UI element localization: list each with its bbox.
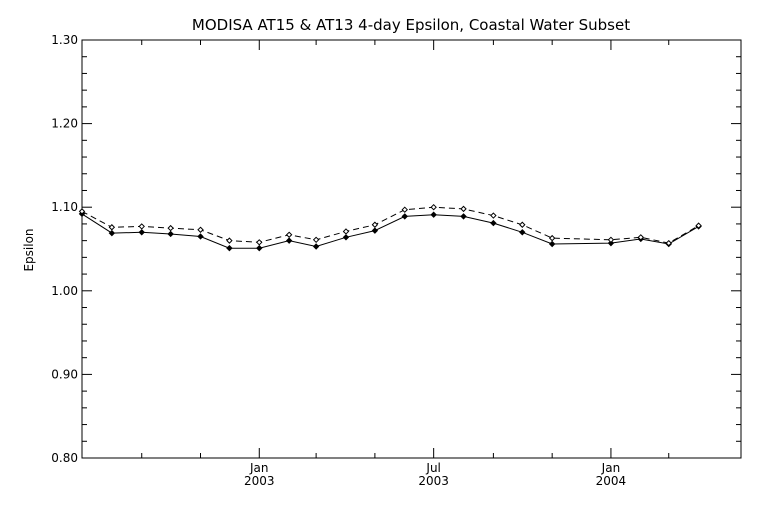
dashed-series-point (637, 234, 645, 241)
y-tick-label: 1.20 (51, 117, 78, 131)
solid-series-point (226, 244, 233, 252)
dashed-series-point (78, 208, 86, 215)
series-layer (78, 203, 702, 252)
solid-series-point (548, 240, 556, 248)
y-tick-label: 1.30 (51, 33, 78, 47)
dashed-series-point (519, 221, 526, 228)
x-tick-label-year: 2004 (596, 474, 627, 488)
dashed-series-point (256, 239, 263, 246)
plot-frame (81, 39, 742, 459)
solid-series-point (167, 230, 174, 238)
x-tick-label-month: Jan (249, 461, 269, 475)
dashed-series-point (138, 223, 145, 230)
dashed-series-point (197, 226, 204, 233)
axis-ticks (82, 39, 741, 459)
y-tick-label: 0.80 (51, 451, 78, 465)
solid-series-point (312, 243, 320, 250)
dashed-series-point (342, 228, 350, 235)
solid-series-point (342, 234, 350, 241)
dashed-series-line (81, 206, 699, 244)
dashed-series-point (460, 205, 467, 213)
x-tick-label-month: Jul (425, 461, 440, 475)
solid-series-point (460, 213, 467, 220)
y-tick-label: 1.00 (51, 284, 78, 298)
x-tick-label-month: Jan (601, 461, 621, 475)
solid-series-point (430, 211, 437, 218)
solid-series-point (108, 229, 116, 237)
dashed-series-point (548, 234, 556, 242)
dashed-series-point (695, 222, 702, 229)
y-tick-label: 0.90 (51, 367, 78, 381)
y-tick-label: 1.10 (51, 200, 78, 214)
dashed-series-point (312, 236, 320, 244)
dashed-series-point (401, 206, 408, 213)
solid-series-point (607, 239, 615, 247)
solid-series-point (371, 227, 379, 234)
dashed-series-point (607, 236, 615, 244)
x-tick-label-year: 2003 (244, 474, 275, 488)
solid-series-point (256, 244, 263, 252)
solid-series-point (519, 229, 526, 236)
dashed-series-point (430, 203, 437, 211)
solid-series-point (490, 219, 497, 227)
dashed-series-point (226, 237, 233, 244)
solid-series-point (197, 233, 204, 240)
dashed-series-point (108, 224, 116, 231)
dashed-series-point (371, 221, 379, 228)
solid-series-point (401, 213, 408, 220)
dashed-series-point (490, 212, 497, 219)
solid-series-point (138, 229, 145, 236)
chart-title: MODISA AT15 & AT13 4-day Epsilon, Coasta… (192, 16, 630, 34)
dashed-series-point (167, 224, 174, 232)
dashed-series-point (285, 231, 293, 238)
x-tick-label-year: 2003 (418, 474, 449, 488)
solid-series-line (81, 213, 699, 249)
y-axis-label: Epsilon (22, 228, 36, 271)
dashed-series-point (665, 239, 672, 247)
tick-labels: 0.800.901.001.101.201.30Jan2003Jul2003Ja… (51, 33, 626, 488)
solid-series-point (285, 237, 293, 244)
